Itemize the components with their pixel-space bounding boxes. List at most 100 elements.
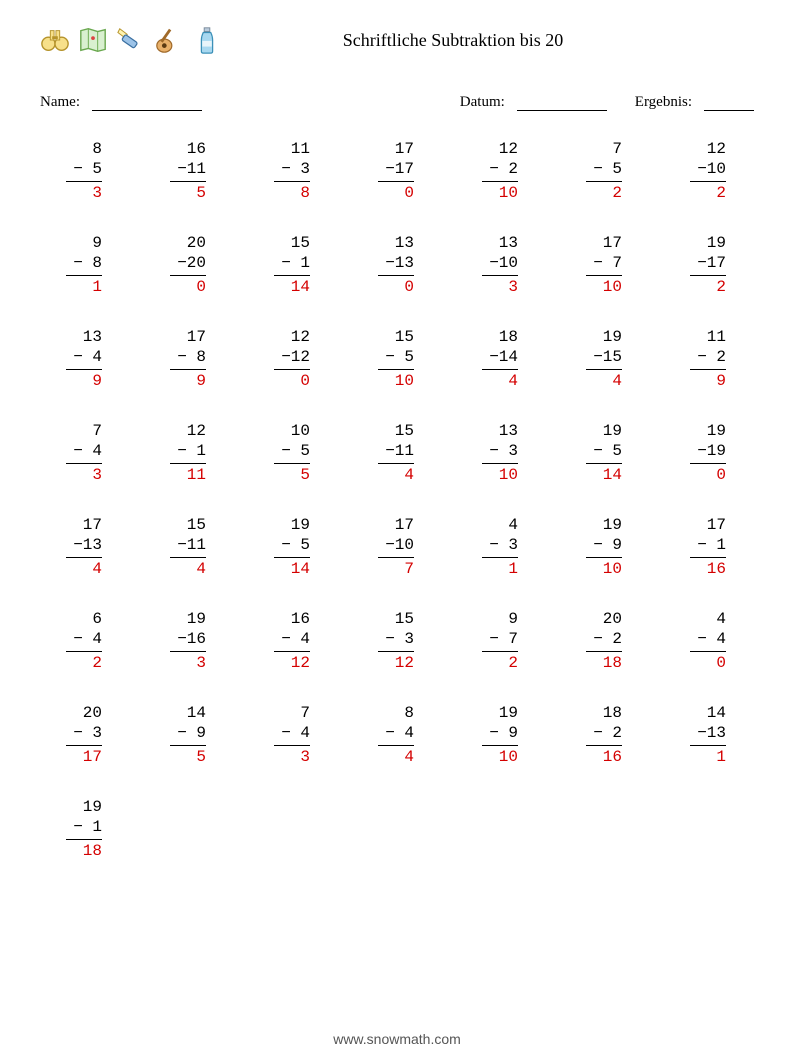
minuend: 17 bbox=[385, 515, 414, 535]
minuend: 19 bbox=[177, 609, 206, 629]
answer: 10 bbox=[593, 277, 622, 297]
rule-line bbox=[170, 275, 206, 276]
subtraction-problem: 7− 5 2 bbox=[560, 139, 650, 203]
rule-line bbox=[690, 275, 726, 276]
minuend: 4 bbox=[697, 609, 726, 629]
subtrahend: − 4 bbox=[385, 723, 414, 743]
answer: 16 bbox=[697, 559, 726, 579]
minuend: 13 bbox=[385, 233, 414, 253]
subtraction-problem: 19− 5 14 bbox=[560, 421, 650, 485]
rule-line bbox=[586, 651, 622, 652]
answer: 4 bbox=[177, 559, 206, 579]
subtrahend: −17 bbox=[385, 159, 414, 179]
answer: 4 bbox=[593, 371, 622, 391]
minuend: 13 bbox=[73, 327, 102, 347]
date-blank[interactable] bbox=[517, 96, 607, 111]
subtraction-problem: 19−19 0 bbox=[664, 421, 754, 485]
minuend: 8 bbox=[385, 703, 414, 723]
subtraction-problem: 4− 3 1 bbox=[456, 515, 546, 579]
answer: 2 bbox=[593, 183, 622, 203]
subtrahend: − 3 bbox=[489, 441, 518, 461]
minuend: 7 bbox=[281, 703, 310, 723]
subtrahend: − 4 bbox=[73, 629, 102, 649]
minuend: 19 bbox=[593, 421, 622, 441]
answer: 12 bbox=[281, 653, 310, 673]
minuend: 13 bbox=[489, 233, 518, 253]
subtraction-problem: 15− 5 10 bbox=[352, 327, 442, 391]
name-blank[interactable] bbox=[92, 96, 202, 111]
rule-line bbox=[690, 651, 726, 652]
minuend: 17 bbox=[593, 233, 622, 253]
subtrahend: − 3 bbox=[385, 629, 414, 649]
icon-strip bbox=[40, 25, 222, 55]
subtrahend: − 8 bbox=[177, 347, 206, 367]
subtrahend: − 5 bbox=[73, 159, 102, 179]
subtrahend: −14 bbox=[489, 347, 518, 367]
subtrahend: − 2 bbox=[593, 629, 622, 649]
subtrahend: − 5 bbox=[281, 535, 310, 555]
subtraction-problem: 14− 9 5 bbox=[144, 703, 234, 767]
rule-line bbox=[690, 463, 726, 464]
header: Schriftliche Subtraktion bis 20 bbox=[40, 20, 754, 60]
subtrahend: − 1 bbox=[281, 253, 310, 273]
rule-line bbox=[378, 557, 414, 558]
minuend: 15 bbox=[281, 233, 310, 253]
minuend: 20 bbox=[73, 703, 102, 723]
subtrahend: − 4 bbox=[73, 347, 102, 367]
minuend: 14 bbox=[177, 703, 206, 723]
minuend: 19 bbox=[593, 515, 622, 535]
subtraction-problem: 17−10 7 bbox=[352, 515, 442, 579]
problems-grid: 8− 5 3 16−11 5 11− 3 8 17−17 0 12− 2 10 … bbox=[40, 139, 754, 861]
result-blank[interactable] bbox=[704, 96, 754, 111]
name-label: Name: bbox=[40, 94, 80, 111]
rule-line bbox=[482, 651, 518, 652]
date-label: Datum: bbox=[460, 94, 505, 111]
subtrahend: − 7 bbox=[489, 629, 518, 649]
answer: 3 bbox=[177, 653, 206, 673]
subtrahend: −19 bbox=[697, 441, 726, 461]
answer: 2 bbox=[73, 653, 102, 673]
subtrahend: − 5 bbox=[385, 347, 414, 367]
minuend: 11 bbox=[281, 139, 310, 159]
answer: 10 bbox=[489, 747, 518, 767]
subtrahend: − 5 bbox=[281, 441, 310, 461]
rule-line bbox=[170, 557, 206, 558]
subtraction-problem: 9− 8 1 bbox=[40, 233, 130, 297]
answer: 14 bbox=[593, 465, 622, 485]
minuend: 6 bbox=[73, 609, 102, 629]
subtrahend: − 4 bbox=[281, 723, 310, 743]
minuend: 20 bbox=[593, 609, 622, 629]
rule-line bbox=[66, 369, 102, 370]
answer: 0 bbox=[697, 465, 726, 485]
subtrahend: −15 bbox=[593, 347, 622, 367]
subtraction-problem: 19− 1 18 bbox=[40, 797, 130, 861]
subtrahend: −12 bbox=[281, 347, 310, 367]
fields-row: Name: Datum: Ergebnis: bbox=[40, 94, 754, 111]
minuend: 10 bbox=[281, 421, 310, 441]
subtraction-problem: 19− 9 10 bbox=[456, 703, 546, 767]
minuend: 12 bbox=[177, 421, 206, 441]
rule-line bbox=[378, 651, 414, 652]
minuend: 16 bbox=[177, 139, 206, 159]
minuend: 19 bbox=[697, 421, 726, 441]
worksheet-title: Schriftliche Subtraktion bis 20 bbox=[222, 30, 644, 51]
subtraction-problem: 19− 5 14 bbox=[248, 515, 338, 579]
subtraction-problem: 13− 3 10 bbox=[456, 421, 546, 485]
answer: 4 bbox=[385, 465, 414, 485]
minuend: 8 bbox=[73, 139, 102, 159]
subtraction-problem: 16− 4 12 bbox=[248, 609, 338, 673]
subtrahend: −16 bbox=[177, 629, 206, 649]
minuend: 15 bbox=[385, 609, 414, 629]
guitar-icon bbox=[154, 25, 184, 55]
rule-line bbox=[66, 745, 102, 746]
subtraction-problem: 12− 2 10 bbox=[456, 139, 546, 203]
minuend: 18 bbox=[489, 327, 518, 347]
rule-line bbox=[690, 369, 726, 370]
rule-line bbox=[66, 463, 102, 464]
rule-line bbox=[586, 275, 622, 276]
subtraction-problem: 15− 1 14 bbox=[248, 233, 338, 297]
rule-line bbox=[690, 181, 726, 182]
bottle-icon bbox=[192, 25, 222, 55]
subtraction-problem: 11− 3 8 bbox=[248, 139, 338, 203]
answer: 3 bbox=[73, 465, 102, 485]
